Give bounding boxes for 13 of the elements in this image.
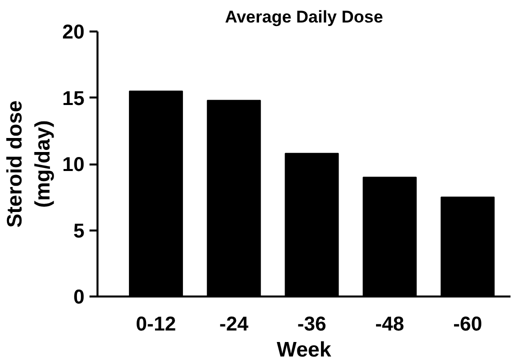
x-tick-label: -24 xyxy=(219,314,250,336)
y-tick-label: 15 xyxy=(62,88,85,110)
y-tick-label: 0 xyxy=(73,286,84,308)
chart-title: Average Daily Dose xyxy=(224,8,384,26)
y-axis-title: Steroid dose (mg/day) xyxy=(4,100,54,228)
x-tick-label: -60 xyxy=(453,314,482,336)
x-tick-label: -36 xyxy=(297,314,326,336)
x-tick-label: -48 xyxy=(375,314,404,336)
y-tick-label: 20 xyxy=(62,22,85,44)
y-tick-label: 5 xyxy=(73,220,84,242)
x-axis-title: Week xyxy=(276,338,332,362)
y-tick-label: 10 xyxy=(62,154,85,176)
x-tick-label: 0-12 xyxy=(136,314,176,336)
